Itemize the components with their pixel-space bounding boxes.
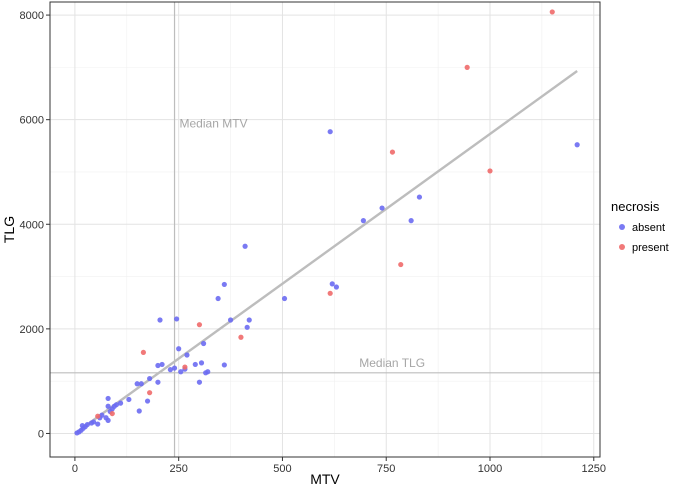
absent-point xyxy=(105,417,111,423)
absent-point xyxy=(184,352,190,358)
x-tick-label: 1250 xyxy=(582,463,606,475)
x-tick-label: 500 xyxy=(273,463,291,475)
legend: necrosis absent present xyxy=(611,199,669,254)
absent-point xyxy=(155,362,161,369)
absent-point xyxy=(379,205,385,211)
x-axis-title: MTV xyxy=(310,471,340,487)
absent-point xyxy=(329,281,335,287)
present-point xyxy=(182,364,188,370)
absent-point xyxy=(117,400,124,406)
y-tick-label: 4000 xyxy=(20,219,44,231)
present-point xyxy=(464,64,470,70)
absent-point xyxy=(574,142,580,148)
median-tlg-label: Median TLG xyxy=(359,356,425,370)
absent-point xyxy=(227,317,234,323)
present-point xyxy=(389,149,396,155)
legend-key-absent xyxy=(619,224,625,230)
y-tick-label: 0 xyxy=(38,428,44,440)
absent-point xyxy=(174,316,180,322)
absent-point xyxy=(221,281,227,288)
fit-line xyxy=(74,70,578,435)
absent-point xyxy=(155,379,161,385)
absent-point xyxy=(221,362,227,368)
absent-point xyxy=(196,379,203,385)
absent-point xyxy=(171,365,178,371)
y-tick-label: 6000 xyxy=(20,115,44,127)
absent-point xyxy=(105,395,111,402)
plot-panel-border xyxy=(49,1,601,458)
present-point xyxy=(327,290,333,296)
present-point xyxy=(398,261,404,268)
absent-point xyxy=(215,295,221,302)
absent-point xyxy=(333,284,340,290)
absent-point xyxy=(192,361,198,368)
absent-point xyxy=(95,421,101,427)
fit-line-layer xyxy=(74,70,578,435)
legend-title: necrosis xyxy=(611,199,660,214)
data-points xyxy=(74,9,580,436)
x-tick-label: 0 xyxy=(72,463,78,475)
legend-key-present xyxy=(619,244,625,250)
absent-point xyxy=(136,408,142,414)
absent-point xyxy=(79,423,85,429)
present-point xyxy=(238,334,244,340)
absent-point xyxy=(105,403,111,409)
x-tick-label: 750 xyxy=(377,463,395,475)
y-axis-title: TLG xyxy=(1,216,17,243)
x-tick-label: 250 xyxy=(169,463,187,475)
legend-label-absent: absent xyxy=(632,222,665,234)
absent-point xyxy=(159,361,165,368)
grid-lines xyxy=(50,2,600,457)
absent-point xyxy=(99,412,105,418)
present-point xyxy=(95,413,101,419)
absent-point xyxy=(90,419,97,425)
x-tick-label: 1000 xyxy=(478,463,502,475)
absent-point xyxy=(360,218,366,224)
present-point xyxy=(147,390,153,396)
present-point xyxy=(549,9,555,15)
present-point xyxy=(109,410,115,417)
absent-point xyxy=(416,194,423,200)
absent-point xyxy=(200,340,207,347)
absent-point xyxy=(113,402,120,408)
absent-point xyxy=(198,360,205,366)
absent-point xyxy=(134,381,140,387)
absent-point xyxy=(84,421,90,428)
reference-lines: Median MTV Median TLG xyxy=(50,2,600,457)
y-tick-label: 2000 xyxy=(20,324,44,336)
absent-point xyxy=(144,398,151,404)
absent-point xyxy=(147,375,153,382)
y-tick-label: 8000 xyxy=(20,10,44,22)
absent-point xyxy=(203,370,209,376)
absent-point xyxy=(167,367,173,373)
present-point xyxy=(140,349,146,356)
absent-point xyxy=(242,243,248,249)
absent-point xyxy=(281,295,288,302)
absent-point xyxy=(176,346,182,352)
present-point xyxy=(196,322,203,328)
legend-label-present: present xyxy=(632,242,669,254)
absent-point xyxy=(126,396,132,403)
absent-point xyxy=(178,369,184,375)
absent-point xyxy=(138,381,144,387)
median-mtv-label: Median MTV xyxy=(180,117,248,131)
absent-point xyxy=(244,324,250,330)
absent-point xyxy=(327,129,333,135)
absent-point xyxy=(157,317,163,323)
absent-point xyxy=(408,218,414,224)
absent-point xyxy=(246,317,252,323)
axes: 0 250 500 750 1000 1250 0 2000 4000 6000 8000 xyxy=(20,10,607,475)
present-point xyxy=(487,168,493,174)
